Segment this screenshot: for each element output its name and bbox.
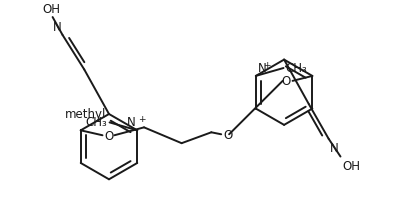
Text: N: N	[330, 141, 338, 154]
Text: N: N	[258, 62, 267, 75]
Text: +: +	[138, 115, 146, 124]
Text: O: O	[223, 128, 233, 141]
Text: N: N	[53, 21, 61, 34]
Text: CH₃: CH₃	[86, 115, 107, 128]
Text: CH₃: CH₃	[286, 61, 307, 74]
Text: methyl: methyl	[65, 108, 107, 121]
Text: OH: OH	[342, 159, 360, 172]
Text: OH: OH	[43, 3, 61, 16]
Text: N: N	[127, 116, 135, 129]
Text: O: O	[282, 75, 291, 88]
Text: +: +	[263, 61, 270, 70]
Text: O: O	[105, 129, 114, 142]
